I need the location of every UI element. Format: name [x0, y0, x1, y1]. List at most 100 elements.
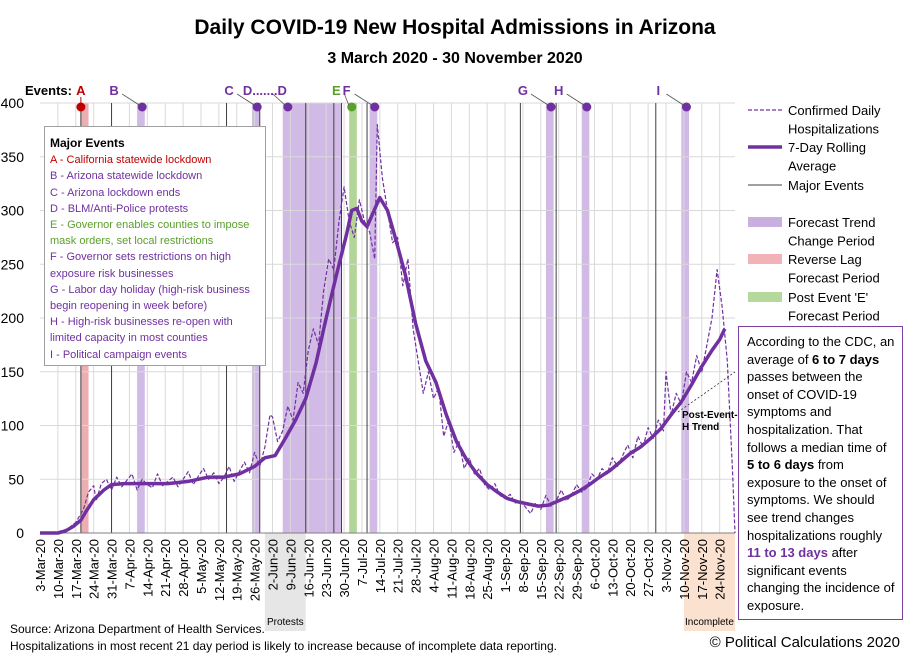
legend-label-line: 7-Day Rolling [788, 140, 866, 155]
chart-subtitle: 3 March 2020 - 30 November 2020 [327, 50, 582, 67]
note-text-3: from exposure to the onset of symptoms. … [747, 457, 887, 543]
y-tick-label: 0 [16, 525, 24, 541]
source-line: Source: Arizona Department of Health Ser… [10, 622, 265, 636]
cdc-note: According to the CDC, an average of 6 to… [738, 326, 903, 620]
event-marker-label-2: C [224, 83, 234, 98]
legend-label-line: Forecast Period [788, 271, 880, 286]
legend-swatch [748, 292, 782, 302]
x-tick-label: 28-Apr-20 [176, 539, 191, 597]
note-text-2: passes between the onset of COVID-19 sym… [747, 369, 887, 455]
major-event-item: G - Labor day holiday (high-risk busines… [50, 283, 250, 313]
annotation-line: Post-Event- [682, 410, 738, 421]
x-tick-label: 28-Jul-20 [409, 539, 424, 593]
event-marker-dot-8 [681, 102, 691, 112]
major-events-title: Major Events [50, 136, 125, 150]
legend-item-2: Major Events [748, 178, 864, 193]
major-events-list: A - California statewide lockdown B - Ari… [50, 152, 261, 363]
legend-item-0: Confirmed Daily Hospitalizations [748, 103, 881, 137]
x-tick-label: 23-Jun-20 [319, 539, 334, 598]
legend-label: 7-Day Rolling Average [788, 140, 866, 174]
event-marker-dot-2 [252, 102, 262, 112]
legend-swatch [748, 217, 782, 227]
legend-label: Post Event 'E' Forecast Period [788, 290, 880, 324]
event-marker-dot-7 [582, 102, 592, 112]
x-tick-label: 8-Sep-20 [516, 539, 531, 592]
events-prefix: Events: [25, 83, 72, 98]
event-marker-dot-1 [137, 102, 147, 112]
region-label-1: Incomplete [685, 617, 734, 628]
x-tick-label: 25-Aug-20 [480, 539, 495, 600]
event-marker-label-3: D.......D [243, 83, 287, 98]
x-tick-label: 21-Jul-20 [391, 539, 406, 593]
major-event-item: A - California statewide lockdown [50, 154, 212, 167]
x-tick-label: 4-Aug-20 [426, 539, 441, 592]
x-tick-label: 12-May-20 [212, 539, 227, 601]
region-1 [683, 533, 735, 631]
x-tick-label: 7-Apr-20 [122, 539, 137, 590]
legend-item-3: Forecast Trend Change Period [748, 215, 875, 249]
note-text-4: after significant events changing the in… [747, 545, 895, 613]
x-tick-label: 9-Jun-20 [283, 539, 298, 590]
event-marker-label-6: G [518, 83, 528, 98]
legend-item-4: Reverse Lag Forecast Period [748, 252, 880, 286]
x-tick-label: 11-Aug-20 [444, 539, 459, 599]
y-tick-label: 300 [1, 203, 25, 219]
legend-item-5: Post Event 'E' Forecast Period [748, 290, 880, 324]
legend-label: Confirmed Daily Hospitalizations [788, 103, 881, 137]
x-tick-label: 7-Jul-20 [355, 539, 370, 586]
x-tick-label: 17-Mar-20 [69, 539, 84, 599]
legend-label-line: Reverse Lag [788, 252, 862, 267]
event-marker-dot-0 [76, 102, 86, 112]
annotation-text: Post-Event-H Trend [682, 410, 738, 433]
x-tick-label: 24-Mar-20 [87, 539, 102, 599]
x-tick-label: 22-Sep-20 [552, 539, 567, 600]
event-marker-label-5: F [343, 83, 351, 98]
y-tick-label: 200 [1, 310, 25, 326]
region-0 [264, 533, 306, 631]
y-tick-label: 250 [1, 256, 25, 272]
major-event-item: I - Political campaign events [50, 348, 187, 361]
event-marker-leader-5 [354, 93, 372, 106]
event-marker-leader-6 [530, 93, 549, 106]
chart-title: Daily COVID-19 New Hospital Admissions i… [194, 16, 716, 39]
event-marker-leader-3 [272, 93, 286, 106]
y-tick-label: 50 [8, 471, 24, 487]
note-bold-1: 6 to 7 days [812, 351, 880, 367]
event-marker-leader-7 [566, 93, 585, 106]
event-marker-label-1: B [109, 83, 118, 98]
x-tick-label: 31-Mar-20 [105, 539, 120, 599]
x-tick-label: 13-Oct-20 [605, 539, 620, 597]
legend-swatch [748, 254, 782, 264]
y-tick-label: 400 [1, 95, 25, 111]
legend-label-line: Hospitalizations [788, 122, 880, 137]
y-tick-label: 150 [1, 364, 25, 380]
note-bold-2: 5 to 6 days [747, 457, 815, 473]
major-event-item: F - Governor sets restrictions on high e… [50, 251, 231, 280]
major-event-item: C - Arizona lockdown ends [50, 186, 181, 199]
x-tick-label: 3-Mar-20 [33, 539, 48, 592]
legend-label-line: Post Event 'E' [788, 290, 868, 305]
x-tick-label: 27-Oct-20 [641, 539, 656, 597]
event-marker-leader-4 [344, 93, 350, 106]
event-marker-label-4: E [332, 83, 341, 98]
note-text-1: According to the CDC, an average of [747, 334, 895, 367]
x-tick-label: 19-May-20 [230, 539, 245, 601]
copyright: © Political Calculations 2020 [709, 634, 900, 651]
event-marker-dot-5 [370, 102, 380, 112]
x-tick-label: 26-May-20 [248, 539, 263, 601]
footer-source: Source: Arizona Department of Health Ser… [10, 621, 557, 655]
x-tick-label: 6-Oct-20 [587, 539, 602, 590]
legend-item-1: 7-Day Rolling Average [748, 140, 866, 174]
legend-label: Major Events [788, 178, 864, 193]
legend-label-line: Major Events [788, 178, 864, 193]
incomplete-line: Hospitalizations in most recent 21 day p… [10, 639, 557, 653]
post-event-h-annotation: Post-Event-H Trend [677, 371, 738, 433]
y-tick-label: 100 [1, 418, 25, 434]
event-marker-leader-8 [666, 93, 684, 106]
legend-label-line: Forecast Period [788, 309, 880, 324]
event-marker-leader-1 [121, 93, 140, 106]
x-tick-label: 5-May-20 [194, 539, 209, 594]
major-event-item: B - Arizona statewide lockdown [50, 170, 203, 183]
event-marker-leader-2 [236, 93, 255, 106]
y-tick-label: 350 [1, 149, 25, 165]
